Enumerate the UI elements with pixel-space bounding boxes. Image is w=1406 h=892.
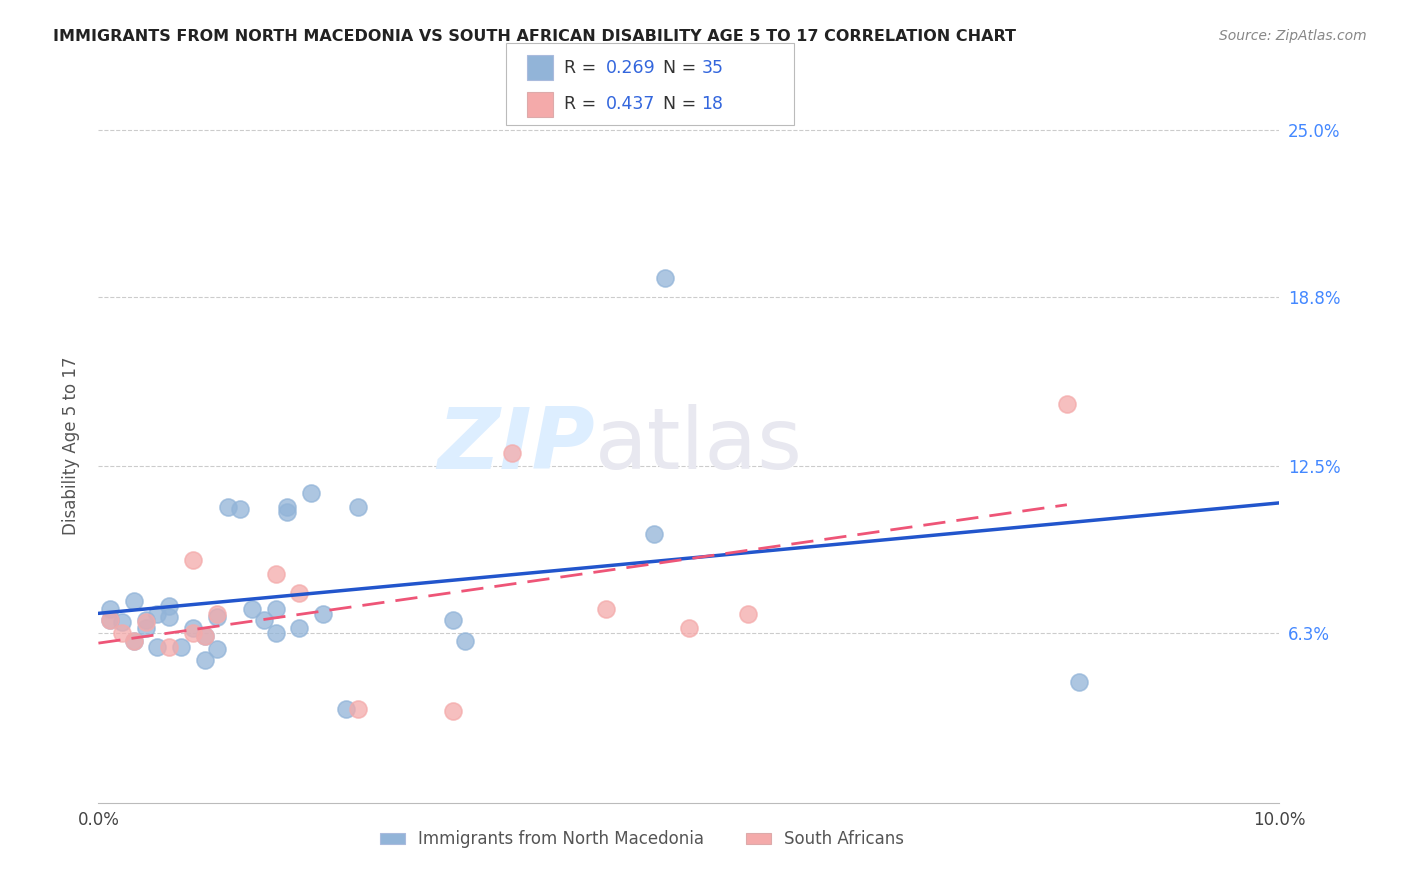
Point <box>157 640 180 654</box>
Text: R =: R = <box>564 95 602 113</box>
Text: 18: 18 <box>702 95 724 113</box>
Point <box>312 607 335 622</box>
Point <box>347 500 370 514</box>
Text: N =: N = <box>652 95 702 113</box>
Text: 0.269: 0.269 <box>606 59 655 77</box>
Point <box>98 613 121 627</box>
Point <box>170 640 193 654</box>
Point <box>1067 674 1090 689</box>
Point <box>111 626 134 640</box>
Point <box>441 613 464 627</box>
Point <box>264 602 287 616</box>
Point <box>181 626 204 640</box>
Point <box>264 626 287 640</box>
Point <box>501 446 523 460</box>
Text: R =: R = <box>564 59 602 77</box>
Point <box>194 653 217 667</box>
Text: N =: N = <box>652 59 702 77</box>
Point <box>205 610 228 624</box>
Point <box>146 640 169 654</box>
Legend: Immigrants from North Macedonia, South Africans: Immigrants from North Macedonia, South A… <box>373 824 911 855</box>
Point <box>135 613 157 627</box>
Point <box>217 500 239 514</box>
Point <box>229 502 252 516</box>
Point <box>288 586 311 600</box>
Text: 35: 35 <box>702 59 724 77</box>
Point <box>135 621 157 635</box>
Point <box>253 613 276 627</box>
Point <box>1056 397 1078 411</box>
Point <box>453 634 475 648</box>
Point <box>335 701 357 715</box>
Point <box>194 629 217 643</box>
Text: 0.437: 0.437 <box>606 95 655 113</box>
Point <box>122 594 145 608</box>
Point <box>643 526 665 541</box>
Point <box>181 621 204 635</box>
Point <box>205 642 228 657</box>
Point <box>98 602 121 616</box>
Point <box>276 500 298 514</box>
Point <box>347 701 370 715</box>
Point <box>264 566 287 581</box>
Point <box>157 610 180 624</box>
Point <box>288 621 311 635</box>
Point <box>135 615 157 630</box>
Point <box>205 607 228 622</box>
Point <box>595 602 617 616</box>
Text: Source: ZipAtlas.com: Source: ZipAtlas.com <box>1219 29 1367 43</box>
Point <box>122 634 145 648</box>
Point <box>299 486 322 500</box>
Point <box>146 607 169 622</box>
Point <box>654 270 676 285</box>
Text: atlas: atlas <box>595 404 803 488</box>
Point <box>157 599 180 614</box>
Point <box>441 704 464 718</box>
Y-axis label: Disability Age 5 to 17: Disability Age 5 to 17 <box>62 357 80 535</box>
Point <box>240 602 263 616</box>
Point <box>194 629 217 643</box>
Point <box>122 634 145 648</box>
Point <box>678 621 700 635</box>
Point <box>276 505 298 519</box>
Text: IMMIGRANTS FROM NORTH MACEDONIA VS SOUTH AFRICAN DISABILITY AGE 5 TO 17 CORRELAT: IMMIGRANTS FROM NORTH MACEDONIA VS SOUTH… <box>53 29 1017 44</box>
Point <box>737 607 759 622</box>
Text: ZIP: ZIP <box>437 404 595 488</box>
Point <box>181 553 204 567</box>
Point <box>111 615 134 630</box>
Point <box>98 613 121 627</box>
